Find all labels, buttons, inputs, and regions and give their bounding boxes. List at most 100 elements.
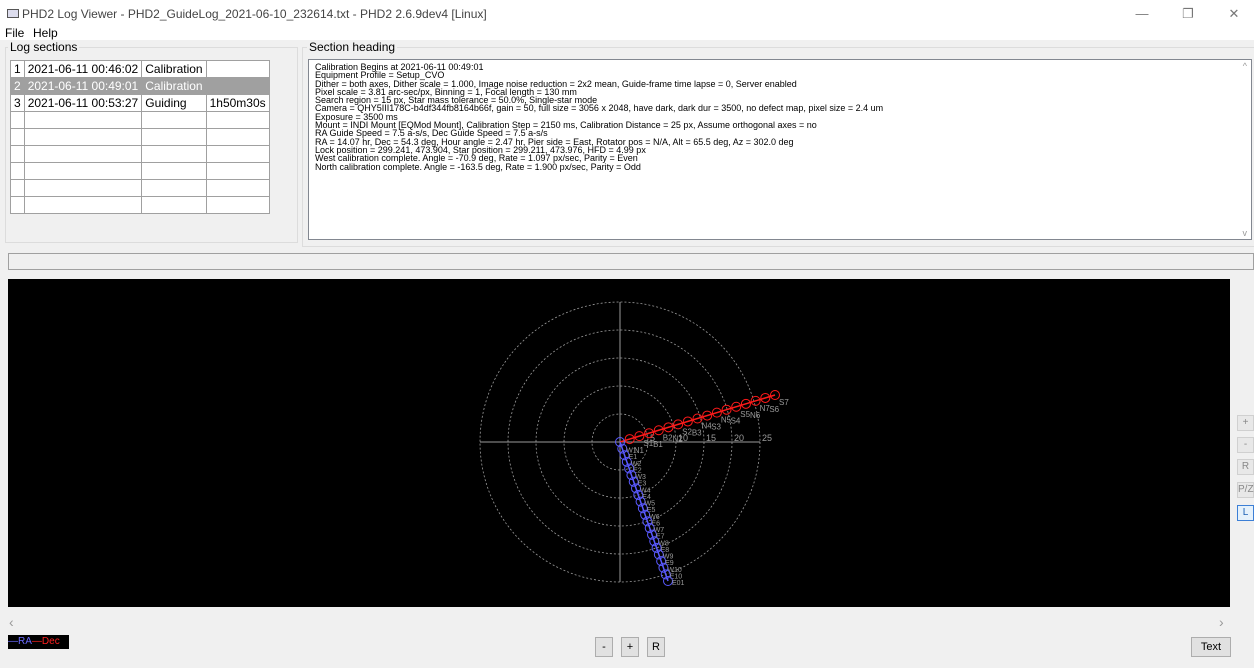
pan-zoom-side-button[interactable]: P/Z [1237,482,1254,498]
close-icon[interactable]: ✕ [1228,6,1240,21]
dec-point [750,395,761,406]
zoom-out-side-button[interactable]: - [1237,437,1254,453]
table-row-empty [10,128,270,146]
table-cell: 2021-06-11 00:49:01 [23,77,143,95]
table-row[interactable]: 1 2021-06-11 00:46:02 Calibration [10,60,270,78]
menu-file[interactable]: File [5,26,25,40]
scroll-right-icon[interactable]: › [1219,614,1224,630]
ra-point-label: E7 [656,534,665,541]
table-cell [205,179,270,197]
section-line: North calibration complete. Angle = -163… [315,161,641,172]
app-icon [7,9,19,18]
dec-point-label: N4 [702,422,713,431]
dec-point-label: N7 [760,404,771,413]
plot-ring-label: 20 [734,433,744,443]
plot-ring-label: 15 [706,433,716,443]
ra-point-label: E3 [638,481,647,488]
table-row-empty [10,145,270,163]
table-cell [10,145,25,163]
section-heading-title: Section heading [307,40,398,54]
text-button[interactable]: Text [1191,637,1231,657]
table-cell [10,179,25,197]
ra-point [617,443,628,454]
ra-point-label: E4 [642,494,651,501]
ra-point-label: W4 [640,487,651,494]
table-row[interactable]: 2 2021-06-11 00:49:01 Calibration [10,77,270,95]
ra-point [642,516,653,527]
ra-point [651,542,662,553]
dec-point-label: N6 [750,411,761,420]
section-heading-group [302,47,1254,247]
dec-point-label: B1 [653,440,663,449]
dec-point-label: S6 [769,405,779,414]
plot-ring-label: 25 [762,433,772,443]
menu-help[interactable]: Help [33,26,58,40]
ra-point [635,496,646,507]
zoom-out-button[interactable]: - [595,637,613,657]
zoom-in-side-button[interactable]: + [1237,415,1254,431]
table-cell [10,111,25,129]
dec-point [663,422,674,433]
table-cell [23,162,143,180]
calibration-plot[interactable]: 5 10 15 20 25 N1 S1 B1 B2 N2 S2 B3 N4 S3 N5 S4 S5 N6 N7 S6 S… [8,279,1230,607]
reset-button[interactable]: R [647,637,665,657]
restore-icon[interactable]: ❐ [1182,6,1194,21]
table-cell: 1 [10,60,25,78]
ra-point-label: W7 [654,527,665,534]
section-line: RA = 14.07 hr, Dec = 54.3 deg, Hour angl… [315,136,794,147]
table-row[interactable]: 3 2021-06-11 00:53:27 Guiding 1h50m30s [10,94,270,112]
plot-ring [535,357,705,527]
dec-point [740,398,751,409]
table-cell [141,128,207,146]
section-line: Search region = 15 px, Star mass toleran… [315,95,598,106]
dec-point [702,410,713,421]
table-row-empty [10,162,270,180]
dec-point [721,404,732,415]
scroll-left-icon[interactable]: ‹ [9,614,14,630]
status-field [8,253,1254,270]
table-cell [141,196,207,214]
zoom-in-button[interactable]: + [621,637,639,657]
section-line: Dither = both axes, Dither scale = 1.000… [315,78,797,89]
table-cell [205,196,270,214]
legend-ra: —RA [8,636,32,647]
ra-point [644,523,655,534]
scroll-down-icon[interactable]: v [1242,227,1248,238]
plot-ring-label: 10 [678,433,688,443]
plot-ring [591,413,649,471]
lock-side-button[interactable]: L [1237,505,1254,521]
section-line: RA Guide Speed = 7.5 a-s/s, Dec Guide Sp… [315,128,548,139]
legend-dec: —Dec [31,636,60,647]
dec-point [692,413,703,424]
ra-point [656,556,667,567]
table-cell [205,111,270,129]
ra-point [624,463,635,474]
table-cell [23,179,143,197]
ra-line [619,441,669,582]
ra-point-label: W2 [631,461,642,468]
section-heading-text[interactable]: ^ v Calibration Begins at 2021-06-11 00:… [308,59,1252,240]
table-cell [141,111,207,129]
dec-line [619,394,776,443]
table-cell [205,145,270,163]
scroll-up-icon[interactable]: ^ [1242,61,1247,71]
table-cell [23,196,143,214]
log-sections-title: Log sections [8,40,80,54]
ra-point-label: E5 [647,507,656,514]
table-cell: Guiding [141,94,207,112]
section-line: Lock position = 299.241, 473.904, Star p… [315,144,646,155]
ra-point [647,529,657,540]
table-cell [23,111,143,129]
dec-point-label: S1 [643,439,653,448]
minimize-icon[interactable]: — [1135,6,1149,21]
ra-point [653,549,664,560]
dec-point-label: S5 [740,410,750,419]
log-sections-table[interactable]: 1 2021-06-11 00:46:02 Calibration 2 2021-06-… [10,60,270,214]
dec-point-label: N2 [672,434,683,443]
table-cell [205,162,270,180]
table-row-empty [10,196,270,214]
section-line: Calibration Begins at 2021-06-11 00:49:0… [315,62,484,72]
table-cell [141,162,207,180]
reset-side-button[interactable]: R [1237,459,1254,475]
